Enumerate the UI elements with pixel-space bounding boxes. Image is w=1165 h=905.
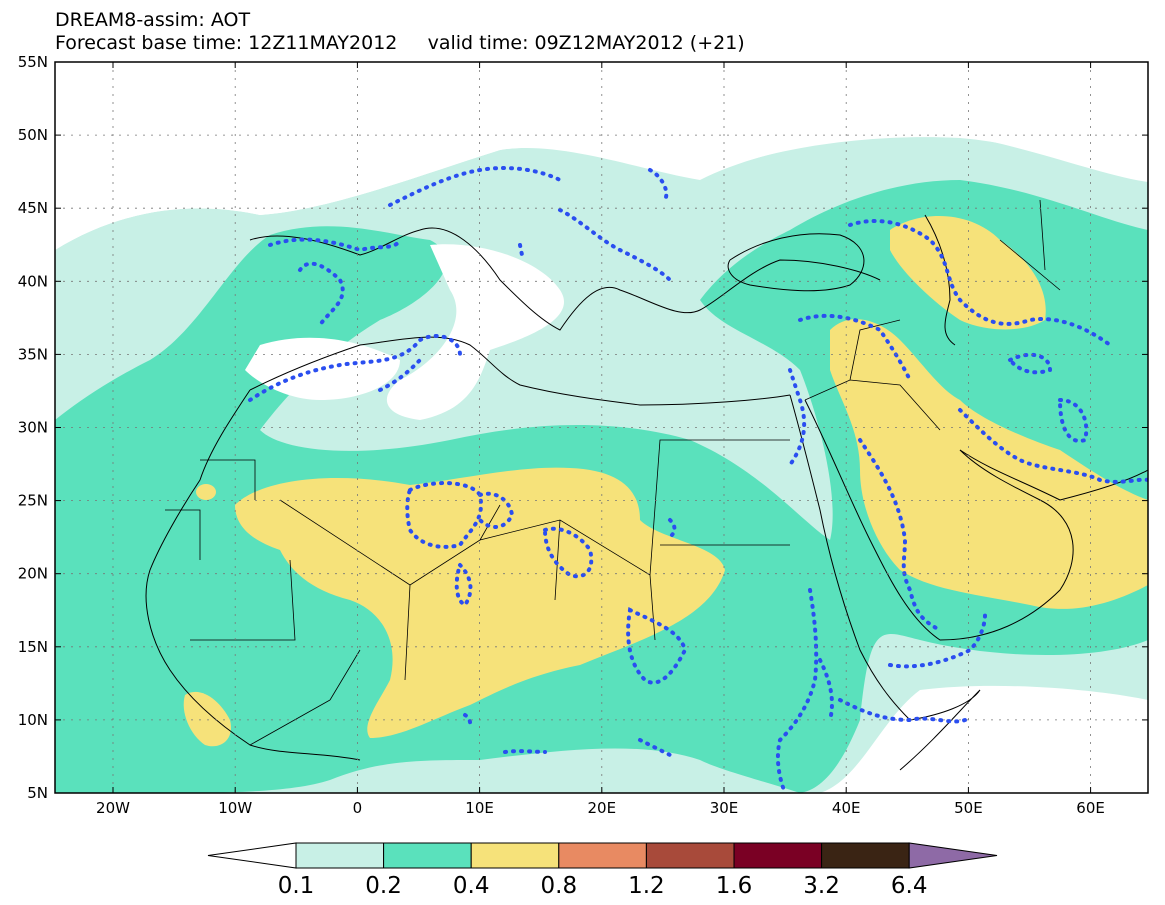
lon-tick-label: 10E bbox=[465, 799, 494, 817]
contour-iran bbox=[848, 218, 1112, 375]
lat-tick-label: 55N bbox=[18, 53, 48, 71]
base-time: Forecast base time: 12Z11MAY2012 bbox=[55, 32, 398, 54]
coastline-arabia bbox=[804, 399, 1074, 641]
borders-west-africa bbox=[165, 459, 361, 746]
coastline-horn bbox=[899, 689, 981, 771]
coastlines bbox=[145, 199, 1148, 771]
contour-gulf bbox=[958, 397, 1148, 484]
colorbar-swatch bbox=[383, 842, 472, 869]
contour-arabia-west bbox=[858, 438, 942, 632]
colorbar-label: 0.4 bbox=[453, 873, 490, 899]
lat-tick-label: 25N bbox=[18, 492, 48, 510]
contour-levant bbox=[788, 313, 912, 467]
colorbar-label: 6.4 bbox=[891, 873, 928, 899]
borders-middle-east bbox=[804, 199, 1061, 431]
contour-guinea-gulf bbox=[503, 738, 672, 757]
valid-time: valid time: 09Z12MAY2012 (+21) bbox=[427, 32, 745, 54]
lon-tick-label: 50E bbox=[954, 799, 983, 817]
contour-sahara-2 bbox=[478, 491, 515, 529]
lon-tick-label: 60E bbox=[1076, 799, 1105, 817]
contour-sahara-1 bbox=[405, 481, 483, 549]
colorbar-label: 0.1 bbox=[278, 873, 315, 899]
contour-east-africa bbox=[775, 588, 819, 793]
lat-tick-label: 10N bbox=[18, 711, 48, 729]
colorbar-swatch bbox=[733, 842, 823, 869]
colorbar-swatch bbox=[558, 842, 647, 869]
aot-band-0.4-arabia bbox=[830, 319, 1148, 609]
contour-balkans bbox=[558, 168, 672, 282]
aot-band-0.4-mauritania bbox=[196, 484, 216, 500]
lon-tick-label: 0 bbox=[353, 799, 363, 817]
colorbar-arrow-high bbox=[908, 842, 998, 869]
clear-europe bbox=[55, 62, 1148, 250]
lat-tick-label: 40N bbox=[18, 272, 48, 290]
lat-tick-label: 15N bbox=[18, 638, 48, 656]
aot-contour-0.2 bbox=[248, 166, 1148, 793]
lat-axis: 55N 50N 45N 40N 35N 30N 25N 20N 15N 10N 5N bbox=[18, 53, 48, 802]
coastline-europe bbox=[249, 227, 881, 331]
contour-small-1 bbox=[463, 713, 473, 730]
colorbar-label: 3.2 bbox=[803, 873, 840, 899]
lon-tick-label: 40E bbox=[832, 799, 861, 817]
map-title: DREAM8-assim: AOT bbox=[55, 9, 251, 31]
colorbar-label: 0.2 bbox=[365, 873, 402, 899]
colorbar-swatch bbox=[821, 842, 910, 869]
coastline-caspian bbox=[924, 214, 956, 346]
contour-small-2 bbox=[668, 518, 677, 537]
lat-tick-label: 30N bbox=[18, 419, 48, 437]
colorbar: 0.1 0.2 0.4 0.8 1.2 1.6 3.2 6.4 bbox=[207, 842, 998, 899]
contour-libya bbox=[542, 526, 594, 579]
coastline-persian-gulf bbox=[959, 449, 1148, 501]
aot-band-0.4-guinea bbox=[183, 691, 231, 747]
gridlines bbox=[55, 62, 1148, 793]
map-subtitle: Forecast base time: 12Z11MAY2012 valid t… bbox=[55, 33, 745, 53]
coastline-black-sea bbox=[727, 233, 865, 292]
lat-tick-label: 35N bbox=[18, 345, 48, 363]
colorbar-swatch bbox=[645, 842, 735, 869]
contour-algeria bbox=[248, 334, 462, 402]
coastline-africa-west bbox=[145, 389, 361, 761]
lon-tick-label: 10W bbox=[218, 799, 252, 817]
contour-horn bbox=[818, 613, 987, 724]
lat-tick-label: 20N bbox=[18, 565, 48, 583]
lon-tick-label: 20E bbox=[588, 799, 617, 817]
lat-tick-label: 5N bbox=[27, 784, 48, 802]
lon-tick-label: 20W bbox=[96, 799, 130, 817]
coastline-africa-north bbox=[249, 336, 791, 406]
colorbar-label: 0.8 bbox=[541, 873, 578, 899]
colorbar-arrow-low bbox=[207, 842, 297, 869]
clear-mediterranean bbox=[386, 244, 564, 420]
contour-chad bbox=[626, 607, 688, 685]
contour-iberia bbox=[268, 237, 402, 327]
borders-sahara bbox=[279, 439, 790, 681]
axis-ticks bbox=[55, 61, 1148, 794]
contour-alps bbox=[388, 166, 562, 257]
colorbar-swatch bbox=[295, 842, 385, 869]
colorbar-label: 1.2 bbox=[628, 873, 665, 899]
lat-tick-label: 45N bbox=[18, 199, 48, 217]
coastline-red-sea bbox=[789, 394, 911, 721]
colorbar-swatch bbox=[470, 842, 560, 869]
lat-tick-label: 50N bbox=[18, 126, 48, 144]
aot-band-0.4-caspian bbox=[890, 216, 1046, 330]
lon-tick-label: 30E bbox=[710, 799, 739, 817]
lon-axis: 20W 10W 0 10E 20E 30E 40E 50E 60E bbox=[96, 799, 1105, 817]
colorbar-label: 1.6 bbox=[716, 873, 753, 899]
contour-sahara-3 bbox=[454, 561, 473, 608]
